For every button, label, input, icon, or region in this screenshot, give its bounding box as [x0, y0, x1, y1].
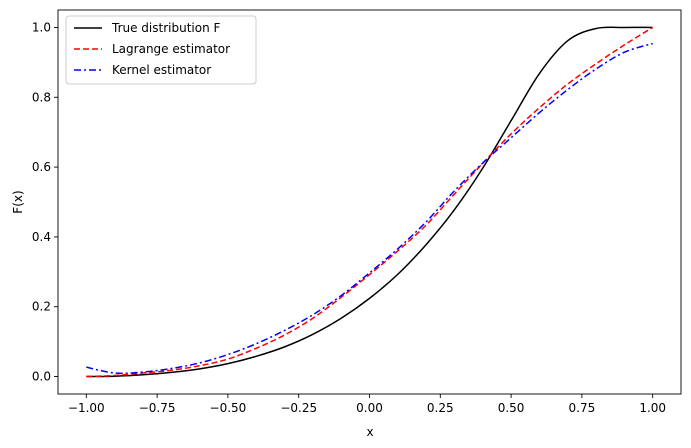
x-tick-label: 0.25 — [427, 401, 454, 415]
legend-label: Kernel estimator — [112, 63, 211, 77]
legend-box — [65, 15, 257, 85]
x-tick-label: 0.50 — [498, 401, 525, 415]
x-tick-label: −0.25 — [280, 401, 317, 415]
y-tick-label: 0.6 — [32, 160, 51, 174]
x-tick-label: 0.00 — [356, 401, 383, 415]
y-tick-label: 1.0 — [32, 20, 51, 34]
y-tick-label: 0.8 — [32, 90, 51, 104]
x-axis-label: x — [366, 425, 373, 439]
legend: True distribution F Lagrange estimator Ker… — [65, 15, 257, 85]
x-tick-label: 0.75 — [569, 401, 596, 415]
y-axis-label: F(x) — [11, 190, 25, 213]
legend-label: True distribution F — [111, 21, 221, 35]
series-line-lagrange-estimator — [86, 26, 654, 378]
x-tick-label: −0.50 — [210, 401, 247, 415]
series-layer — [86, 26, 654, 378]
y-tick-label: 0.0 — [32, 370, 51, 384]
x-tick-label: −0.75 — [139, 401, 176, 415]
legend-label: Lagrange estimator — [112, 42, 230, 56]
x-tick-label: −1.00 — [68, 401, 105, 415]
y-tick-label: 0.4 — [32, 230, 51, 244]
series-line-true-distribution-f — [86, 26, 653, 378]
y-tick-label: 0.2 — [32, 300, 51, 314]
x-tick-label: 1.00 — [639, 401, 666, 415]
y-axis-ticks: 0.0 0.2 0.4 0.6 0.8 1.0 — [32, 20, 58, 384]
legend-entries: True distribution F Lagrange estimator Ker… — [74, 21, 230, 77]
x-axis-ticks: −1.00 −0.75 −0.50 −0.25 0.00 0.25 0.50 0.75 1.00 — [68, 394, 666, 415]
series-line-kernel-estimator — [86, 42, 653, 375]
